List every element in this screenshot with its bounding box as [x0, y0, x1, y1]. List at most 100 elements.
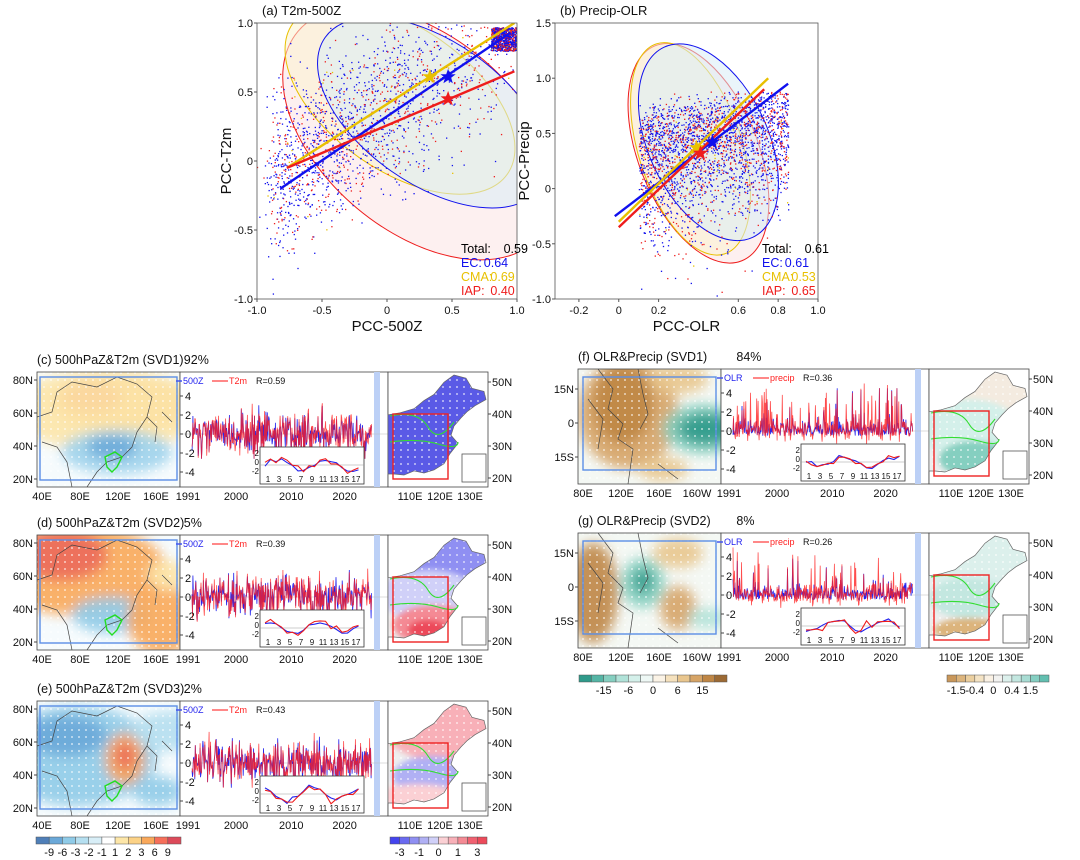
- scatter-point: [285, 143, 287, 145]
- scatter-point: [675, 109, 678, 111]
- scatter-point: [514, 27, 517, 29]
- scatter-point: [296, 228, 299, 230]
- scatter-point: [403, 71, 406, 74]
- scatter-point: [331, 174, 334, 177]
- scatter-point: [500, 32, 503, 34]
- scatter-point: [499, 47, 501, 49]
- scatter-point: [735, 227, 738, 229]
- scatter-point: [691, 234, 693, 236]
- scatter-point: [776, 95, 778, 97]
- scatter-point: [282, 165, 284, 168]
- scatter-point: [654, 209, 656, 211]
- scatter-point: [780, 116, 782, 118]
- scatter-point: [506, 44, 508, 47]
- scatter-point: [756, 194, 758, 197]
- scatter-point: [355, 177, 357, 180]
- scatter-point: [366, 94, 368, 96]
- scatter-point: [335, 120, 337, 122]
- scatter-point: [743, 133, 745, 135]
- scatter-point: [653, 107, 655, 109]
- scatter-point: [388, 118, 390, 120]
- scatter-point: [749, 125, 751, 128]
- scatter-point: [279, 211, 281, 214]
- scatter-point: [702, 118, 704, 120]
- scatter-point: [305, 105, 308, 108]
- scatter-point: [494, 38, 497, 40]
- scatter-point: [757, 117, 759, 119]
- scatter-point: [515, 31, 517, 33]
- scatter-point: [336, 159, 338, 161]
- scatter-point: [450, 28, 453, 30]
- scatter-point: [374, 57, 376, 59]
- scatter-point: [360, 92, 363, 94]
- scatter-point: [680, 159, 682, 161]
- scatter-point: [713, 199, 715, 202]
- scatter-point: [382, 193, 385, 196]
- scatter-point: [383, 121, 385, 124]
- scatter-point: [713, 169, 716, 171]
- scatter-point: [382, 72, 385, 74]
- scatter-point: [756, 149, 758, 152]
- scatter-point: [346, 87, 348, 90]
- scatter-point: [515, 43, 517, 45]
- scatter-point: [742, 214, 744, 216]
- scatter-point: [640, 188, 642, 190]
- scatter-point: [733, 159, 736, 161]
- scatter-point: [672, 151, 674, 153]
- scatter-point: [506, 32, 508, 35]
- scatter-point: [386, 50, 388, 52]
- scatter-point: [381, 145, 384, 147]
- scatter-point: [504, 42, 507, 45]
- scatter-point: [638, 146, 641, 148]
- scatter-point: [342, 150, 344, 153]
- scatter-point: [412, 100, 414, 102]
- scatter-point: [298, 226, 300, 228]
- scatter-point: [705, 126, 707, 128]
- scatter-point: [743, 121, 746, 124]
- scatter-point: [280, 73, 282, 76]
- scatter-point: [298, 198, 300, 200]
- scatter-point: [493, 107, 495, 110]
- scatter-point: [657, 208, 659, 210]
- scatter-point: [452, 172, 454, 174]
- scatter-point: [309, 108, 311, 110]
- scatter-point: [675, 144, 678, 146]
- scatter-point: [751, 117, 754, 119]
- scatter-point: [392, 47, 395, 49]
- scatter-point: [783, 125, 785, 127]
- scatter-point: [290, 168, 292, 171]
- scatter-point: [477, 118, 479, 120]
- scatter-point: [270, 176, 272, 178]
- scatter-point: [786, 126, 788, 128]
- scatter-point: [435, 123, 438, 125]
- scatter-point: [645, 139, 647, 142]
- scatter-point: [331, 81, 333, 83]
- scatter-point: [774, 133, 777, 136]
- scatter-point: [655, 167, 657, 170]
- scatter-point: [434, 14, 435, 15]
- scatter-point: [702, 158, 705, 161]
- scatter-point: [775, 101, 777, 103]
- scatter-point: [767, 162, 770, 164]
- scatter-point: [707, 130, 709, 132]
- scatter-point: [281, 149, 283, 151]
- scatter-point: [707, 117, 709, 119]
- scatter-point: [644, 139, 646, 142]
- scatter-point: [291, 175, 293, 177]
- scatter-point: [436, 95, 438, 97]
- scatter-point: [641, 288, 643, 290]
- scatter-point: [782, 127, 784, 130]
- scatter-point: [398, 163, 400, 165]
- scatter-point: [330, 27, 332, 30]
- scatter-point: [729, 149, 732, 151]
- scatter-point: [667, 171, 669, 173]
- scatter-point: [303, 200, 306, 203]
- scatter-point: [503, 82, 505, 85]
- scatter-point: [312, 118, 315, 120]
- scatter-point: [687, 133, 690, 135]
- scatter-point: [302, 152, 304, 154]
- scatter-point: [688, 114, 690, 116]
- scatter-point: [323, 104, 325, 106]
- scatter-point: [671, 203, 673, 205]
- scatter-point: [748, 106, 751, 108]
